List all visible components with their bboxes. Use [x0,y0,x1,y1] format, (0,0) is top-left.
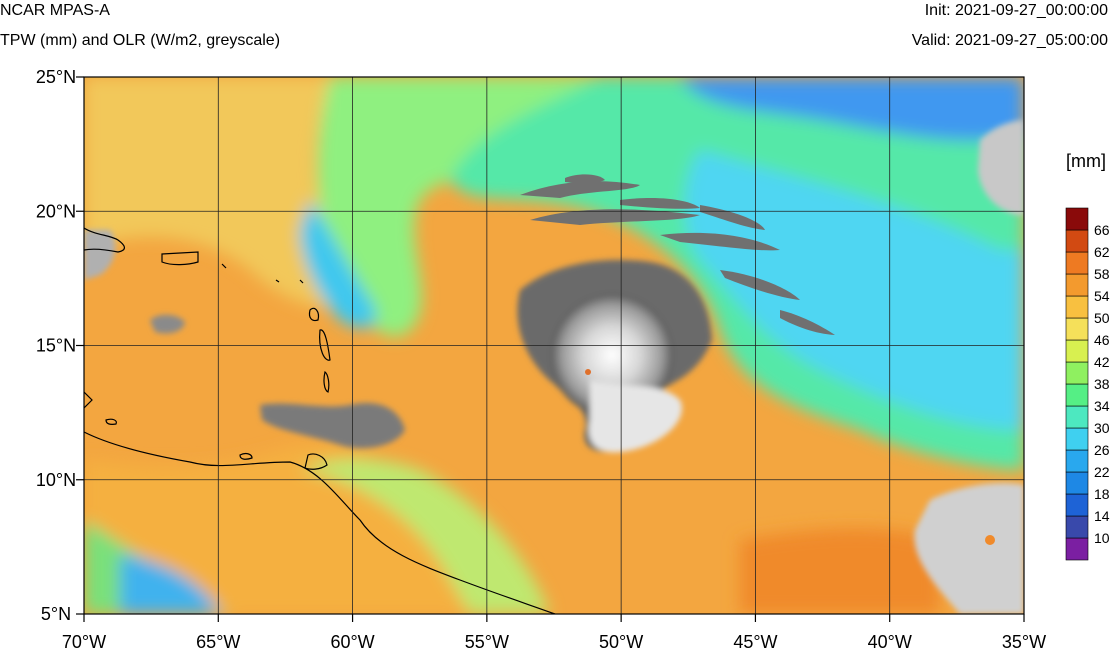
lat-tick-label-0: 5°N [41,604,71,624]
trinidad-coast [304,453,328,470]
colorbar-swatch-0 [1065,537,1089,561]
colorbar-label-6: 34 [1094,398,1110,414]
lon-tick-label-1: 65°W [196,632,240,652]
lon-tick-label-5: 45°W [733,632,777,652]
colorbar: 10 14 18 22 26 30 34 38 42 46 50 54 58 62 66 [1065,207,1110,561]
colorbar-swatch-11 [1065,295,1089,319]
colorbar-label-7: 38 [1094,376,1110,392]
coastlines [84,227,556,614]
lon-tick-label-4: 50°W [599,632,643,652]
lon-tick-label-0: 70°W [62,632,106,652]
colorbar-swatch-10 [1065,317,1089,341]
init-time: Init: 2021-09-27_00:00:00 [924,2,1108,19]
puerto-rico-coast [84,227,125,253]
colorbar-swatch-4 [1065,449,1089,473]
map-subtitle: TPW (mm) and OLR (W/m2, greyscale) [0,32,281,49]
colorbar-label-11: 54 [1094,288,1110,304]
colorbar-label-8: 42 [1094,354,1110,370]
colorbar-label-3: 22 [1094,464,1110,480]
lon-tick-label-7: 35°W [1002,632,1046,652]
lon-tick-label-6: 40°W [868,632,912,652]
colorbar-swatch-15 [1065,207,1089,231]
colorbar-swatch-13 [1065,251,1089,275]
colorbar-swatch-2 [1065,493,1089,517]
lat-tick-label-1: 10°N [36,470,76,490]
colorbar-swatch-9 [1065,339,1089,363]
colorbar-swatch-7 [1065,383,1089,407]
colorbar-label-4: 26 [1094,442,1110,458]
longitude-axis: 70°W 65°W 60°W 55°W 50°W 45°W 40°W 35°W [62,614,1046,652]
lon-tick-label-2: 60°W [330,632,374,652]
colorbar-label-9: 46 [1094,332,1110,348]
caribbean-cloud [260,402,405,449]
cloud-field [84,120,1024,614]
south-america-coast [84,431,556,614]
colorbar-label-2: 18 [1094,486,1110,502]
lat-tick-label-4: 25°N [36,67,76,87]
colorbar-swatch-12 [1065,273,1089,297]
colorbar-swatch-14 [1065,229,1089,253]
colorbar-title: [mm] [1066,151,1106,171]
colorbar-label-12: 58 [1094,266,1110,282]
colorbar-label-13: 62 [1094,244,1110,260]
virgin-islands-coast [161,251,199,266]
colorbar-label-5: 30 [1094,420,1110,436]
colorbar-swatch-3 [1065,471,1089,495]
colorbar-swatch-6 [1065,405,1089,429]
valid-time: Valid: 2021-09-27_05:00:00 [911,32,1108,49]
lat-tick-label-3: 20°N [36,201,76,221]
colorbar-label-1: 14 [1094,508,1110,524]
lat-tick-label-2: 15°N [36,336,76,356]
tpw-field [84,77,1024,614]
colorbar-label-10: 50 [1094,310,1110,326]
graticule [84,77,1024,614]
hurricane-core-cloud [550,293,674,417]
colorbar-swatch-5 [1065,427,1089,451]
colorbar-swatch-8 [1065,361,1089,385]
southeast-cloud [914,483,1024,614]
colorbar-label-14: 66 [1094,222,1110,238]
lon-tick-label-3: 55°W [465,632,509,652]
colorbar-swatch-1 [1065,515,1089,539]
map-title: NCAR MPAS-A [0,2,110,19]
latitude-axis: 5°N 10°N 15°N 20°N 25°N [36,67,84,624]
northeast-cloud [978,120,1024,215]
colorbar-label-0: 10 [1094,530,1110,546]
storm-eye-marker [585,369,591,375]
